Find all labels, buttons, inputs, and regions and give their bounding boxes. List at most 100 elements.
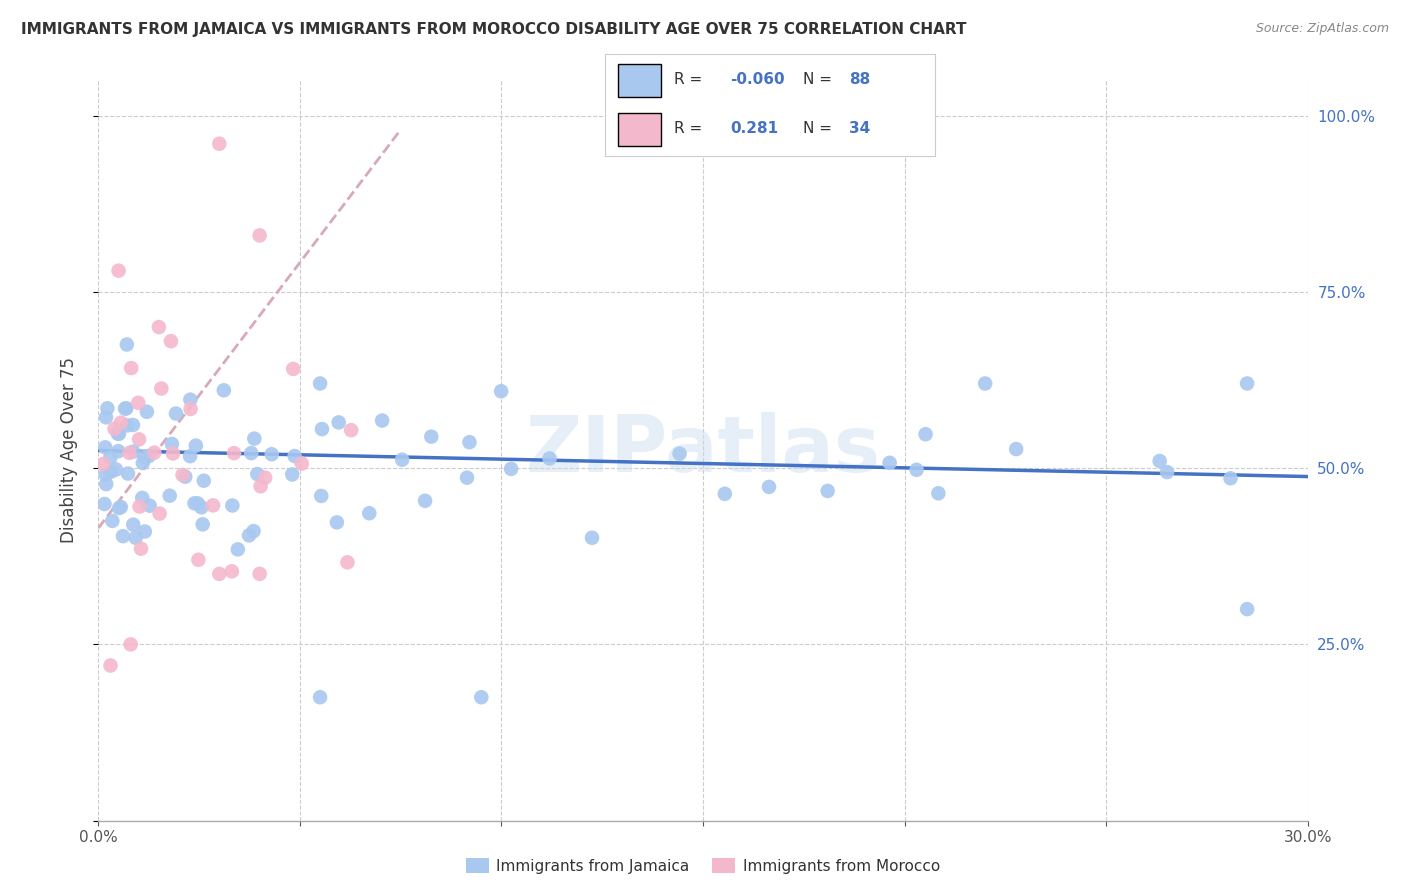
FancyBboxPatch shape bbox=[617, 64, 661, 96]
Text: R =: R = bbox=[673, 121, 707, 136]
Text: -0.060: -0.060 bbox=[730, 72, 785, 87]
Point bbox=[114, 401, 136, 416]
Point bbox=[93, 497, 115, 511]
Point bbox=[174, 469, 197, 483]
Point bbox=[391, 452, 413, 467]
Point bbox=[183, 496, 205, 510]
Point bbox=[120, 361, 142, 376]
Point bbox=[243, 432, 266, 446]
Point bbox=[249, 228, 271, 243]
Point bbox=[1219, 471, 1241, 485]
Point bbox=[1005, 442, 1028, 456]
Point bbox=[260, 447, 283, 461]
Text: Source: ZipAtlas.com: Source: ZipAtlas.com bbox=[1256, 22, 1389, 36]
Point bbox=[122, 444, 145, 458]
Point bbox=[1156, 465, 1178, 479]
Point bbox=[179, 392, 201, 407]
Point bbox=[336, 555, 359, 569]
Point bbox=[120, 637, 142, 651]
Point bbox=[91, 457, 114, 471]
Point bbox=[326, 516, 349, 530]
Point bbox=[456, 470, 478, 484]
Point bbox=[108, 426, 131, 441]
Point bbox=[879, 456, 901, 470]
Point bbox=[162, 446, 184, 460]
Point bbox=[238, 528, 260, 542]
Text: R =: R = bbox=[673, 72, 707, 87]
Point bbox=[242, 524, 264, 538]
Point bbox=[128, 500, 150, 514]
Point bbox=[108, 500, 131, 515]
Text: N =: N = bbox=[803, 72, 837, 87]
Point bbox=[138, 449, 160, 463]
Point bbox=[187, 553, 209, 567]
Point bbox=[309, 690, 332, 705]
Point bbox=[291, 457, 314, 471]
Point bbox=[413, 493, 436, 508]
Point bbox=[100, 658, 122, 673]
Point bbox=[132, 456, 155, 470]
Point bbox=[124, 531, 146, 545]
Text: 0.281: 0.281 bbox=[730, 121, 779, 136]
Point bbox=[283, 362, 305, 376]
Point bbox=[340, 423, 363, 437]
Point bbox=[129, 541, 152, 556]
Point bbox=[240, 446, 263, 460]
Point bbox=[581, 531, 603, 545]
Point bbox=[96, 477, 118, 491]
Point bbox=[148, 320, 170, 334]
Point bbox=[208, 566, 231, 581]
Point bbox=[179, 449, 201, 463]
Point bbox=[98, 450, 121, 465]
Point bbox=[143, 445, 166, 459]
Point bbox=[107, 444, 129, 458]
Point bbox=[118, 446, 141, 460]
Point bbox=[284, 449, 307, 463]
Point bbox=[221, 564, 243, 578]
Point bbox=[127, 396, 149, 410]
Point bbox=[159, 489, 181, 503]
Point bbox=[134, 450, 156, 464]
Point bbox=[190, 500, 212, 515]
Point bbox=[135, 405, 157, 419]
Point bbox=[538, 451, 561, 466]
Point bbox=[111, 529, 134, 543]
Point bbox=[249, 479, 271, 493]
Text: ZIPatlas: ZIPatlas bbox=[526, 412, 880, 489]
Point bbox=[309, 489, 332, 503]
Point bbox=[359, 506, 381, 520]
Point bbox=[246, 467, 269, 481]
Point bbox=[107, 263, 129, 277]
Point bbox=[122, 517, 145, 532]
Point bbox=[110, 500, 132, 514]
Point bbox=[489, 384, 512, 399]
Point bbox=[501, 462, 523, 476]
Point bbox=[193, 474, 215, 488]
Point bbox=[187, 496, 209, 510]
Point bbox=[281, 467, 304, 482]
Point bbox=[103, 422, 125, 436]
Point bbox=[138, 499, 160, 513]
Point bbox=[974, 376, 997, 391]
Point bbox=[184, 439, 207, 453]
Point bbox=[107, 426, 129, 441]
Text: N =: N = bbox=[803, 121, 837, 136]
Point bbox=[1236, 602, 1258, 616]
Point bbox=[165, 407, 187, 421]
Point bbox=[420, 430, 443, 444]
Point bbox=[470, 690, 492, 705]
Point bbox=[110, 416, 132, 430]
Point bbox=[371, 413, 394, 427]
Point bbox=[311, 422, 333, 436]
Point bbox=[668, 447, 690, 461]
Point bbox=[202, 499, 225, 513]
Point bbox=[96, 401, 118, 416]
Point bbox=[1236, 376, 1258, 391]
Point bbox=[905, 463, 928, 477]
Point bbox=[134, 524, 156, 539]
Point bbox=[149, 507, 172, 521]
Point bbox=[105, 462, 128, 476]
Point bbox=[328, 416, 350, 430]
Text: 34: 34 bbox=[849, 121, 870, 136]
Point bbox=[172, 467, 194, 482]
